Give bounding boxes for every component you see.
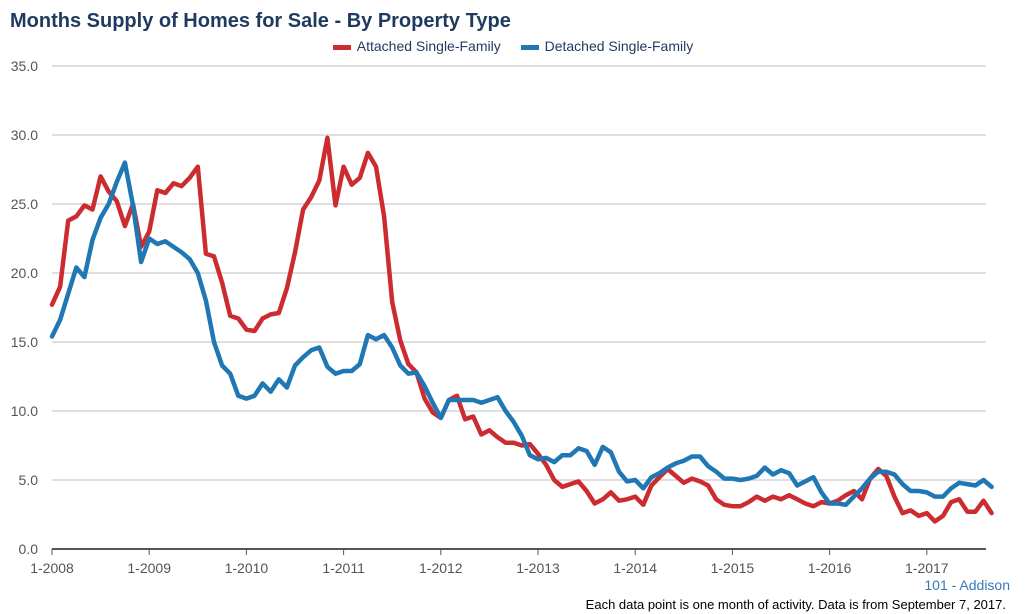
- series-line-attached: [49, 135, 994, 524]
- chart-legend: Attached Single-Family Detached Single-F…: [0, 38, 1026, 54]
- y-tick-label: 10.0: [11, 403, 38, 419]
- y-tick-label: 30.0: [11, 127, 38, 143]
- x-tick-label: 1-2011: [322, 560, 365, 576]
- x-tick-label: 1-2016: [808, 560, 852, 576]
- legend-label-attached: Attached Single-Family: [356, 38, 501, 54]
- x-tick-label: 1-2010: [225, 560, 269, 576]
- y-tick-label: 15.0: [11, 334, 38, 350]
- x-tick-label: 1-2014: [613, 560, 657, 576]
- x-tick-label: 1-2008: [30, 560, 74, 576]
- y-tick-label: 25.0: [11, 196, 38, 212]
- y-tick-label: 35.0: [11, 58, 38, 74]
- footnote: Each data point is one month of activity…: [585, 597, 1006, 612]
- x-tick-label: 1-2013: [516, 560, 560, 576]
- legend-swatch-detached: [520, 44, 539, 50]
- x-tick-label: 1-2012: [419, 560, 463, 576]
- x-tick-label: 1-2017: [905, 560, 949, 576]
- area-label: 101 - Addison: [924, 577, 1010, 593]
- x-tick-label: 1-2015: [711, 560, 755, 576]
- y-tick-label: 5.0: [19, 472, 39, 488]
- chart-title: Months Supply of Homes for Sale - By Pro…: [10, 10, 511, 32]
- series-line-detached: [49, 160, 994, 508]
- y-tick-label: 0.0: [19, 541, 39, 557]
- y-tick-label: 20.0: [11, 265, 38, 281]
- legend-item-attached[interactable]: Attached Single-Family: [332, 38, 501, 54]
- legend-item-detached[interactable]: Detached Single-Family: [520, 38, 694, 54]
- legend-label-detached: Detached Single-Family: [544, 38, 694, 54]
- x-tick-label: 1-2009: [127, 560, 171, 576]
- legend-swatch-attached: [332, 44, 351, 50]
